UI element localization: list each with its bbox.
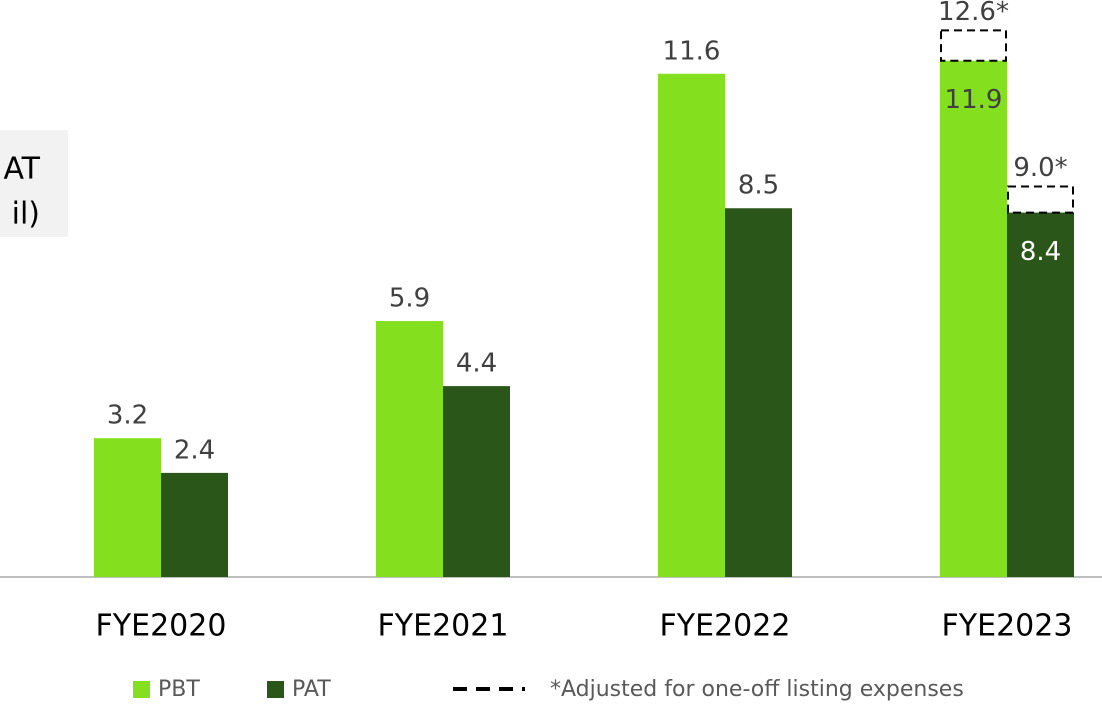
value-label: 5.9: [389, 284, 430, 314]
bar: [940, 60, 1007, 578]
value-label: 3.2: [107, 401, 148, 431]
value-label: 11.6: [663, 36, 721, 66]
legend-label: PAT: [292, 677, 331, 702]
axis-label-box: [0, 130, 68, 237]
value-label: 4.4: [456, 349, 497, 379]
x-tick-label: FYE2023: [942, 609, 1073, 644]
value-label: 11.9: [945, 85, 1003, 115]
axis-label: AT: [3, 152, 40, 187]
bar: [376, 321, 443, 577]
legend-swatch: [133, 681, 150, 698]
adjusted-box: [940, 29, 1007, 62]
value-label: 2.4: [174, 435, 215, 465]
value-label: 8.4: [1020, 237, 1061, 267]
adjusted-label: 12.6*: [938, 0, 1009, 27]
axis-label: il): [12, 197, 40, 232]
note: *Adjusted for one-off listing expenses: [550, 677, 964, 702]
adjusted-label: 9.0*: [1013, 153, 1067, 183]
legend-label: PBT: [158, 677, 200, 702]
x-tick-label: FYE2022: [660, 609, 791, 644]
bar: [443, 386, 510, 577]
x-tick-label: FYE2020: [96, 609, 227, 644]
x-tick-label: FYE2021: [378, 609, 509, 644]
value-label: 8.5: [738, 171, 779, 201]
adjusted-box: [1007, 185, 1074, 214]
bar: [161, 472, 228, 577]
bar: [94, 438, 161, 577]
bar: [658, 73, 725, 577]
bar: [1007, 212, 1074, 577]
bar: [725, 208, 792, 577]
legend-swatch: [267, 681, 284, 698]
